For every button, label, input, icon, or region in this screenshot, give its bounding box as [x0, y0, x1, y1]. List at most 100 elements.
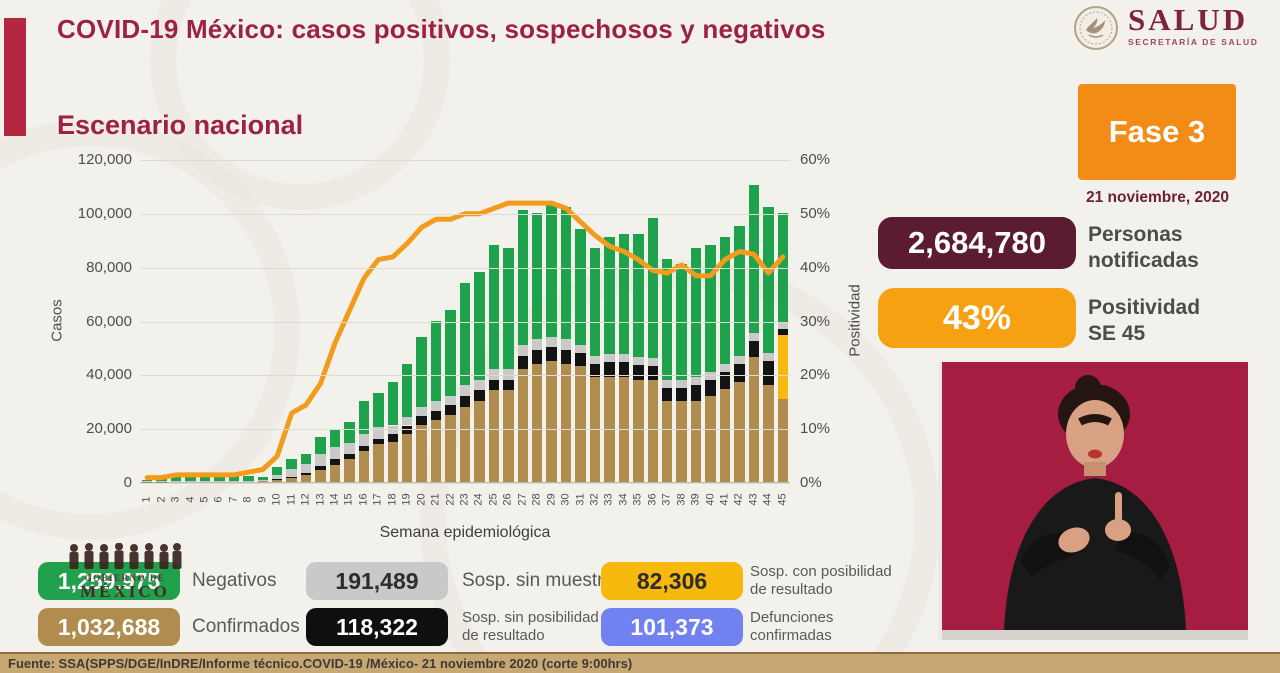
x-axis-tick: 23: [458, 493, 471, 506]
bar-segment: [676, 387, 687, 402]
y-axis-tick-left: 100,000: [77, 204, 132, 222]
x-axis-tick: 7: [227, 496, 240, 503]
bar-segment: [546, 360, 557, 482]
x-axis-title: Semana epidemiológica: [379, 524, 551, 541]
bar-segment: [459, 282, 471, 386]
section-title: Escenario nacional: [57, 110, 304, 140]
x-axis-tick: 34: [617, 493, 630, 506]
legend-pill-confirmados: 1,032,688: [38, 608, 180, 646]
bar-segment: [344, 453, 355, 460]
x-axis-tick: 31: [574, 493, 587, 506]
salud-seal-icon: [1072, 4, 1120, 57]
bar-segment: [344, 422, 355, 443]
page-title: COVID-19 México: casos positivos, sospec…: [57, 14, 826, 44]
bar-segment: [575, 366, 586, 482]
bar-segment: [662, 387, 673, 402]
bar-segment: [300, 473, 312, 476]
notified-label-line1: Personas: [1088, 223, 1183, 246]
x-axis-tick: 21: [429, 493, 442, 506]
x-axis-tick: 35: [631, 493, 644, 506]
x-axis-tick: 43: [747, 493, 760, 506]
bar-segment: [402, 417, 413, 426]
bar-segment: [459, 385, 471, 396]
bar-segment: [763, 207, 774, 353]
bar-segment: [777, 328, 788, 336]
x-axis-tick: 24: [472, 493, 485, 506]
sign-language-interpreter-video: [938, 362, 1248, 640]
bar-segment: [546, 204, 557, 337]
bar-segment: [272, 479, 283, 480]
bar-segment: [185, 481, 196, 482]
bar-segment: [503, 247, 514, 369]
source-footer: Fuente: SSA(SPPS/DGE/InDRE/Informe técni…: [0, 652, 1280, 673]
bar-segment: [445, 414, 456, 482]
bar-segment: [633, 379, 644, 482]
x-axis-tick: 15: [342, 493, 355, 506]
bar-segment: [272, 479, 283, 482]
bar-segment: [286, 477, 297, 482]
legend-label-line2: confirmadas: [750, 627, 832, 644]
y-axis-tick-right: 60%: [800, 151, 831, 168]
bar-segment: [560, 339, 572, 351]
legend-pill-negativos: 1,259,975: [38, 562, 180, 600]
bar-segment: [329, 464, 341, 482]
salud-logo: SALUD SECRETARÍA DE SALUD: [1072, 4, 1259, 57]
bar-segment: [185, 475, 196, 481]
bar-segment: [633, 234, 644, 357]
bar-segment: [777, 323, 788, 329]
bar-segment: [532, 350, 543, 364]
bar-segment: [647, 379, 658, 482]
legend-value-sosp-con-posibilidad: 82,306: [636, 567, 708, 594]
bar-segment: [777, 398, 788, 482]
bar-segment: [228, 475, 240, 481]
legend-label-negativos: Negativos: [192, 570, 277, 591]
legend-label-confirmados: Confirmados: [192, 616, 300, 637]
legend-label-line1: Sosp. sin posibilidad: [462, 609, 599, 626]
salud-name: SALUD: [1128, 2, 1249, 37]
positivity-label-line1: Positividad: [1088, 296, 1201, 319]
bar-segment: [763, 352, 774, 361]
bar-segment: [503, 390, 514, 482]
bar-segment: [474, 390, 485, 402]
bar-segment: [430, 410, 442, 421]
gobierno-text-line2: MÉXICO: [80, 582, 170, 601]
x-axis-tick: 42: [732, 493, 745, 506]
x-axis-tick: 44: [761, 493, 774, 506]
x-axis-tick: 27: [516, 493, 529, 506]
x-axis-tick: 12: [299, 493, 312, 506]
bar-segment: [719, 237, 731, 364]
x-axis-tick: 13: [314, 493, 327, 506]
y-axis-tick-right: 0%: [800, 474, 822, 491]
bar-segment: [589, 355, 601, 364]
bar-segment: [560, 350, 572, 364]
y-axis-tick-left: 120,000: [77, 151, 132, 168]
bar-segment: [358, 451, 370, 482]
bar-segment: [517, 210, 528, 345]
bar-segment: [647, 218, 658, 359]
x-axis-tick: 2: [155, 496, 168, 503]
y-axis-tick-right: 50%: [800, 204, 831, 222]
legend-label-defunciones: Defunciones confirmadas: [750, 608, 833, 645]
bar-segment: [575, 352, 586, 367]
bar-segment: [589, 247, 601, 356]
bar-segment: [734, 363, 745, 383]
bar-segment: [445, 405, 456, 415]
x-axis-tick: 33: [602, 493, 615, 506]
bar-segment: [329, 428, 341, 448]
phase-badge: Fase 3: [1078, 84, 1236, 180]
bar-segment: [517, 344, 528, 356]
gobierno-de-mexico-watermark: GOBIERNO DE MÉXICO: [55, 542, 195, 602]
bar-segment: [416, 406, 427, 417]
bar-segment: [748, 340, 760, 357]
x-axis-tick: 28: [530, 493, 543, 506]
bar-segment: [604, 354, 615, 363]
gridline: [140, 483, 790, 484]
legend-label-line1: Defunciones: [750, 609, 834, 626]
bar-segment: [618, 354, 630, 363]
bar-segment: [488, 368, 500, 380]
gridline: [140, 213, 790, 215]
positivity-label-line2: SE 45: [1088, 322, 1146, 345]
bar-segment: [676, 379, 687, 388]
positivity-value: 43%: [942, 298, 1012, 337]
bar-segment: [647, 358, 658, 367]
